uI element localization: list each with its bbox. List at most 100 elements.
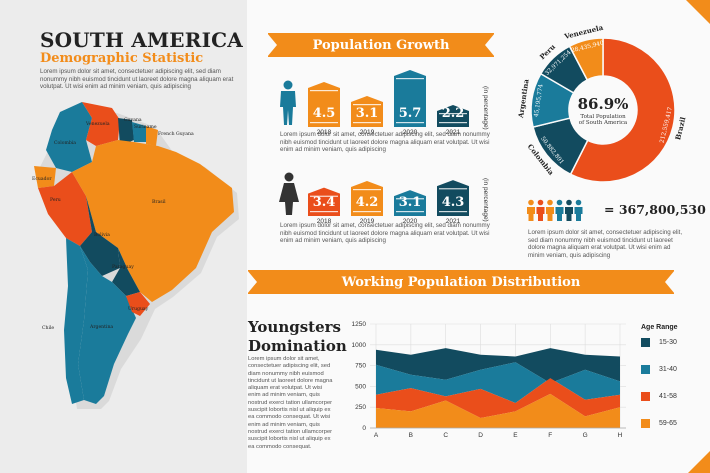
person-icon-head xyxy=(547,199,553,206)
map-label-french-guyana: French Guyana xyxy=(158,131,194,137)
male-growth-bar xyxy=(351,96,383,127)
female-growth-bar-stripe xyxy=(396,198,424,200)
female-growth-year-label: 2021 xyxy=(446,218,461,225)
donut-slice-name-label: Argentina xyxy=(516,78,531,119)
map-chile xyxy=(64,238,88,404)
male-growth-bar-stripe xyxy=(310,90,338,92)
map-bolivia xyxy=(80,196,120,276)
person-icon-head xyxy=(575,199,582,206)
female-growth-value-label: 3.1 xyxy=(399,195,422,210)
legend-title: Age Range xyxy=(641,324,678,331)
map-label-bolivia: Bolivia xyxy=(94,232,110,238)
male-growth-bar xyxy=(308,82,340,127)
person-icon-body xyxy=(527,207,535,221)
legend-swatch xyxy=(641,419,650,428)
legend-label: 41-58 xyxy=(659,393,677,400)
area-series-31-40 xyxy=(376,362,620,404)
female-growth-bar xyxy=(308,187,340,216)
male-growth-bar-stripe xyxy=(396,122,424,124)
male-growth-bar xyxy=(394,70,426,127)
area-x-tick-label: C xyxy=(443,432,448,438)
legend-swatch xyxy=(641,392,650,401)
male-growth-value-label: 4.5 xyxy=(313,106,336,121)
area-x-tick-label: A xyxy=(374,432,379,438)
female-growth-value-label: 4.3 xyxy=(442,195,465,210)
map-label-colombia: Colombia xyxy=(54,140,76,146)
map-guyana xyxy=(118,118,134,146)
male-growth-bar-stripe xyxy=(310,122,338,124)
female-growth-value-label: 3.4 xyxy=(313,195,336,210)
map-label-guyana: Guyana xyxy=(124,117,142,123)
area-y-tick-label: 750 xyxy=(355,363,366,370)
area-x-tick-label: G xyxy=(583,432,588,438)
legend-label: 15-30 xyxy=(659,339,677,346)
person-icon-head xyxy=(556,199,563,206)
area-y-tick-label: 0 xyxy=(362,425,366,432)
south-america-map: Venezuela Guyana Suriname French Guyana … xyxy=(32,102,239,409)
map-peru xyxy=(38,172,92,246)
area-x-tick-label: B xyxy=(409,432,413,438)
person-icon-body xyxy=(555,207,564,221)
male-person-icon xyxy=(280,80,296,125)
person-icon-head xyxy=(528,199,534,206)
corner-decor-bottom-right xyxy=(688,451,710,473)
male-growth-text: Lorem ipsum dolor sit amet, consectetuer… xyxy=(280,131,490,154)
working-population-area-chart: 1250 1000 750 500 250 0 A B C D E F G H xyxy=(352,321,626,438)
male-growth-value-label: 3.1 xyxy=(356,106,379,121)
population-growth-banner: Population Growth xyxy=(267,33,495,57)
female-growth-bar-stripe xyxy=(439,211,467,213)
donut-center-label: Total Population xyxy=(580,114,626,120)
legend-item: 15-30 xyxy=(641,338,677,347)
map-label-venezuela: Venezuela xyxy=(85,121,110,127)
female-growth-bar xyxy=(394,190,426,216)
total-population-value: = 367,800,530 xyxy=(604,202,706,217)
person-icon-head xyxy=(566,199,572,206)
people-group-icon xyxy=(527,199,583,221)
youngsters-text: Lorem ipsum dolor sit amet, consectetuer… xyxy=(248,356,333,450)
donut-center xyxy=(571,78,635,142)
area-series-15-30 xyxy=(376,348,620,384)
youngsters-title-line2: Domination xyxy=(248,337,347,355)
legend-item: 41-58 xyxy=(641,392,677,401)
female-growth-bar-stripe xyxy=(353,211,381,213)
corner-decor-top-right xyxy=(686,0,710,24)
donut-slice-name-label: Brazil xyxy=(673,116,687,141)
person-icon-body xyxy=(546,207,554,221)
legend-label: 31-40 xyxy=(659,366,677,373)
donut-center-value: 86.9% xyxy=(578,95,629,113)
female-growth-bar-stripe xyxy=(310,211,338,213)
area-y-tick-label: 500 xyxy=(355,383,366,390)
page-subtitle: Demographic Statistic xyxy=(40,51,204,66)
area-x-tick-label: F xyxy=(548,432,552,438)
female-growth-year-label: 2019 xyxy=(360,218,375,225)
map-ecuador xyxy=(34,166,56,188)
map-label-chile: Chile xyxy=(42,325,54,331)
area-y-tick-label: 1250 xyxy=(352,321,367,328)
donut-slice xyxy=(569,37,676,183)
intro-text: Lorem ipsum dolor sit amet, consectetuer… xyxy=(40,68,234,91)
page-title: SOUTH AMERICA xyxy=(40,28,243,52)
youngsters-title-line1: Youngsters xyxy=(248,318,341,336)
area-y-tick-label: 1000 xyxy=(352,342,367,349)
male-growth-value-label: 2.2 xyxy=(442,106,465,121)
person-icon-body xyxy=(574,207,583,221)
legend-label: 59-65 xyxy=(659,420,677,427)
person-icon-body xyxy=(536,207,545,221)
male-growth-bar-stripe xyxy=(396,78,424,80)
population-growth-title: Population Growth xyxy=(312,37,450,53)
map-french-guyana xyxy=(146,126,158,146)
male-growth-year-label: 2021 xyxy=(446,129,461,136)
female-growth-bar-stripe xyxy=(396,211,424,213)
map-label-peru: Peru xyxy=(50,197,61,203)
male-growth-bar-stripe xyxy=(439,113,467,115)
population-donut-chart: 212,559,417 Brazil50,882,891Colombia45,19… xyxy=(516,23,688,183)
female-growth-year-label: 2018 xyxy=(317,218,332,225)
area-y-tick-label: 250 xyxy=(355,404,366,411)
working-population-title: Working Population Distribution xyxy=(341,274,581,290)
male-growth-year-label: 2018 xyxy=(317,129,332,136)
area-x-tick-label: D xyxy=(478,432,483,438)
female-growth-year-label: 2020 xyxy=(403,218,418,225)
female-growth-chart: 3.4 2018 4.2 2019 3.1 2020 4.3 2021 xyxy=(308,180,469,225)
male-growth-value-label: 5.7 xyxy=(399,106,422,121)
female-growth-value-label: 4.2 xyxy=(356,195,379,210)
